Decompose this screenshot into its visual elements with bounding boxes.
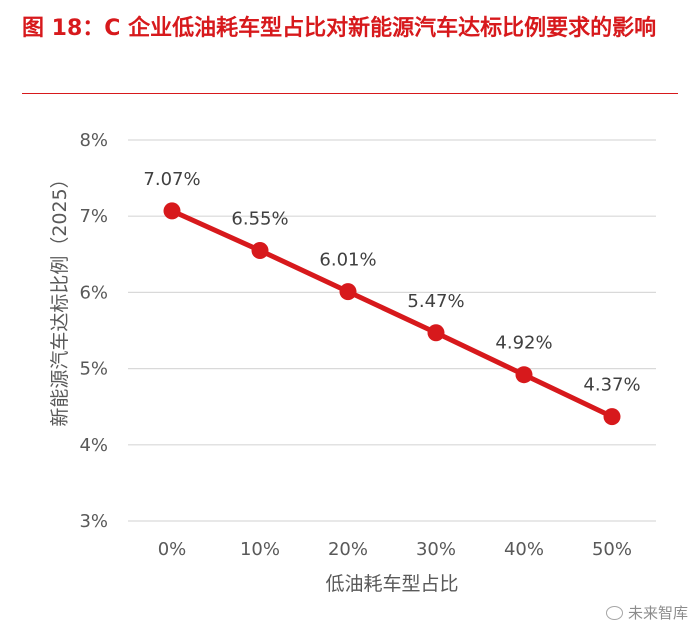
y-tick-label: 5% [79, 359, 108, 380]
y-tick-label: 3% [79, 511, 108, 532]
data-label: 4.92% [495, 333, 552, 354]
series-layer [163, 202, 621, 426]
wechat-icon [605, 605, 623, 620]
x-tick-label: 10% [240, 539, 280, 560]
data-label: 5.47% [407, 291, 464, 312]
y-tick-label: 8% [79, 130, 108, 151]
watermark-text: 未来智库 [627, 604, 688, 622]
data-point [603, 408, 621, 426]
gridlines [128, 139, 656, 522]
data-point [339, 283, 357, 301]
data-point [163, 202, 181, 220]
x-tick-label: 40% [504, 539, 544, 560]
y-axis-title: 新能源汽车达标比例（2025） [49, 169, 71, 426]
watermark: 未来智库 [605, 602, 688, 623]
figure-title: 图 18：C 企业低油耗车型占比对新能源汽车达标比例要求的影响 [22, 16, 657, 41]
data-point [515, 366, 533, 384]
x-tick-label: 50% [592, 539, 632, 560]
data-point [427, 324, 445, 342]
y-axis-ticks: 3% 4% 5% 6% 7% 8% [79, 130, 108, 532]
data-label: 7.07% [143, 169, 200, 190]
data-label: 6.01% [319, 250, 376, 271]
y-tick-label: 7% [79, 206, 108, 227]
x-tick-label: 0% [158, 539, 187, 560]
y-tick-label: 4% [79, 435, 108, 456]
series-line [169, 208, 615, 420]
data-point [251, 241, 269, 259]
data-labels: 7.07% 6.55% 6.01% 5.47% 4.92% 4.37% [143, 169, 640, 396]
x-axis-ticks: 0% 10% 20% 30% 40% 50% [158, 539, 632, 560]
x-tick-label: 30% [416, 539, 456, 560]
data-label: 4.37% [583, 375, 640, 396]
title-divider [22, 93, 678, 94]
data-label: 6.55% [231, 208, 288, 229]
y-tick-label: 6% [79, 282, 108, 303]
x-axis-title: 低油耗车型占比 [325, 573, 458, 595]
x-tick-label: 20% [328, 539, 368, 560]
